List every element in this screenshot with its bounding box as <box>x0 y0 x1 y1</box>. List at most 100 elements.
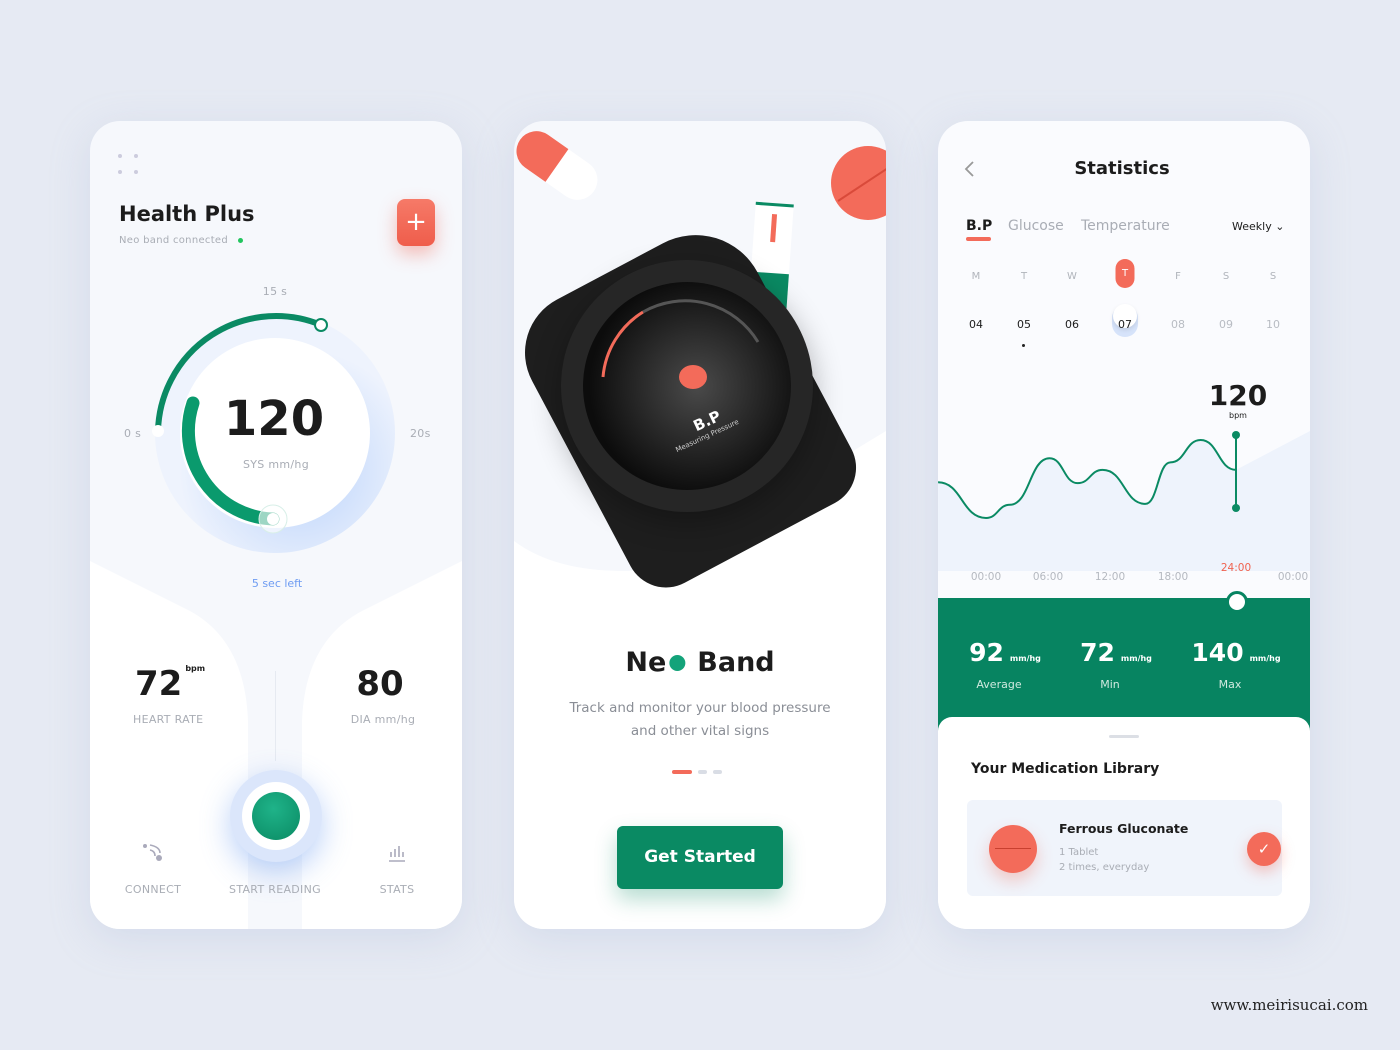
date-label[interactable]: 08 <box>1171 318 1185 331</box>
event-dot <box>1022 344 1025 347</box>
date-label[interactable]: 07 <box>1118 318 1132 331</box>
pill-icon <box>989 825 1037 873</box>
gauge-label-0s: 0 s <box>124 427 142 440</box>
time-label: 00:00 <box>970 571 1002 583</box>
heart-rate-value: 72 bpm <box>135 664 205 704</box>
gauge-label-15s: 15 s <box>262 285 288 298</box>
gauge-progress-knob <box>267 513 279 525</box>
page-dot-active[interactable] <box>672 770 692 774</box>
selected-unit: bpm <box>1229 411 1247 420</box>
summary-number: 140 <box>1191 638 1244 667</box>
time-label: 24:00 <box>1220 562 1252 574</box>
connected-dot-icon <box>237 237 243 243</box>
date-label[interactable]: 04 <box>969 318 983 331</box>
medication-heading: Your Medication Library <box>971 761 1160 777</box>
summary-unit: mm/hg <box>1249 654 1281 663</box>
medication-name: Ferrous Gluconate <box>1059 821 1189 836</box>
sheet-handle[interactable] <box>1109 735 1139 738</box>
weekday-label[interactable]: S <box>1269 271 1277 282</box>
period-label: Weekly <box>1232 220 1272 233</box>
heart-rate-label: HEART RATE <box>133 713 204 726</box>
active-tab-indicator <box>966 237 991 241</box>
page-dot[interactable] <box>713 770 722 774</box>
summary-band: 92 mm/hg Average 72 mm/hg Min 140 mm/hg Max <box>938 591 1310 738</box>
tab-temperature[interactable]: Temperature <box>1081 218 1170 234</box>
gauge <box>152 313 395 553</box>
back-chevron-icon[interactable] <box>962 160 976 178</box>
heart-rate-unit: bpm <box>185 664 206 673</box>
onboarding-screen: B.P Measuring Pressure Ne Band Track and … <box>514 121 886 929</box>
medication-sheet: Your Medication Library Ferrous Gluconat… <box>938 717 1310 929</box>
summary-value: 140 mm/hg <box>1191 638 1280 667</box>
page-indicator <box>672 770 722 774</box>
tab-bp-label: B.P <box>966 218 993 234</box>
chart-line <box>938 438 1237 520</box>
onboard-description: Track and monitor your blood pressure and… <box>569 697 830 743</box>
weekday-label[interactable]: F <box>1175 271 1181 282</box>
weekday-label[interactable]: M <box>971 271 981 282</box>
date-label[interactable]: 10 <box>1266 318 1280 331</box>
bp-line-chart <box>938 431 1310 571</box>
period-dropdown[interactable]: Weekly ⌄ <box>1232 220 1284 233</box>
description-line-1: Track and monitor your blood pressure <box>569 700 831 716</box>
background-shape <box>90 561 462 929</box>
heart-icon <box>679 365 707 389</box>
nav-stats[interactable]: STATS <box>379 883 415 896</box>
date-label[interactable]: 06 <box>1065 318 1079 331</box>
gauge-outer-arc <box>155 313 324 434</box>
heart-rate-number: 72 <box>135 664 183 704</box>
weekday-label[interactable]: S <box>1222 271 1230 282</box>
connection-text: Neo band connected <box>119 235 229 246</box>
description-line-2: and other vital signs <box>630 723 770 739</box>
capsule-pill-icon <box>516 131 598 200</box>
gauge-end-knob[interactable] <box>314 318 328 332</box>
page-title: Statistics <box>1074 158 1170 179</box>
medication-card[interactable]: Ferrous Gluconate 1 Tablet 2 times, ever… <box>967 800 1282 896</box>
stats-icon[interactable] <box>387 843 407 867</box>
connection-status: Neo band connected <box>119 235 243 246</box>
gauge-inner-arc <box>181 396 280 526</box>
gauge-start-knob <box>152 425 164 437</box>
onboard-title: Ne Band <box>625 647 774 678</box>
weekday-label[interactable]: W <box>1067 271 1077 282</box>
medication-dose: 1 Tablet <box>1059 847 1099 858</box>
summary-unit: mm/hg <box>1120 654 1152 663</box>
background-shape <box>514 431 886 929</box>
nav-connect[interactable]: CONNECT <box>124 883 182 896</box>
start-reading-button[interactable] <box>230 770 322 862</box>
watch-body: B.P Measuring Pressure <box>561 260 813 512</box>
watch-screen: B.P Measuring Pressure <box>583 282 791 490</box>
date-label[interactable]: 05 <box>1017 318 1031 331</box>
time-slider-knob[interactable] <box>1226 591 1248 613</box>
medication-frequency: 2 times, everyday <box>1059 862 1150 873</box>
summary-unit: mm/hg <box>1009 654 1041 663</box>
menu-dots-icon[interactable] <box>118 154 140 180</box>
time-left: 5 sec left <box>251 577 303 590</box>
marker-point <box>1232 504 1240 512</box>
app-title: Health Plus <box>119 202 255 226</box>
weekday-label[interactable]: T <box>1020 271 1028 282</box>
summary-label: Max <box>1218 678 1242 691</box>
time-label: 00:00 <box>1277 571 1309 583</box>
summary-label: Min <box>1100 678 1120 691</box>
statistics-screen: Statistics B.P Glucose Temperature Weekl… <box>938 121 1310 929</box>
tab-bp[interactable]: B.P <box>966 218 992 241</box>
systolic-unit: SYS mm/hg <box>243 458 309 471</box>
diastolic-value: 80 <box>356 664 404 704</box>
tab-glucose[interactable]: Glucose <box>1008 218 1064 234</box>
title-part-1: Ne <box>625 647 667 678</box>
page-dot[interactable] <box>698 770 707 774</box>
time-label: 06:00 <box>1032 571 1064 583</box>
taken-check-button[interactable]: ✓ <box>1247 832 1281 866</box>
nav-start-reading[interactable]: START READING <box>229 883 321 896</box>
date-label[interactable]: 09 <box>1219 318 1233 331</box>
weekday-label[interactable]: T <box>1115 259 1135 288</box>
add-button[interactable]: + <box>397 199 435 246</box>
summary-label: Average <box>976 678 1022 691</box>
get-started-button[interactable]: Get Started <box>617 826 783 889</box>
title-part-2: Band <box>697 647 775 678</box>
summary-value: 72 mm/hg <box>1080 638 1152 667</box>
connect-icon[interactable] <box>141 841 165 868</box>
watermark: www.meirisucai.com <box>1210 996 1368 1014</box>
time-label: 12:00 <box>1094 571 1126 583</box>
